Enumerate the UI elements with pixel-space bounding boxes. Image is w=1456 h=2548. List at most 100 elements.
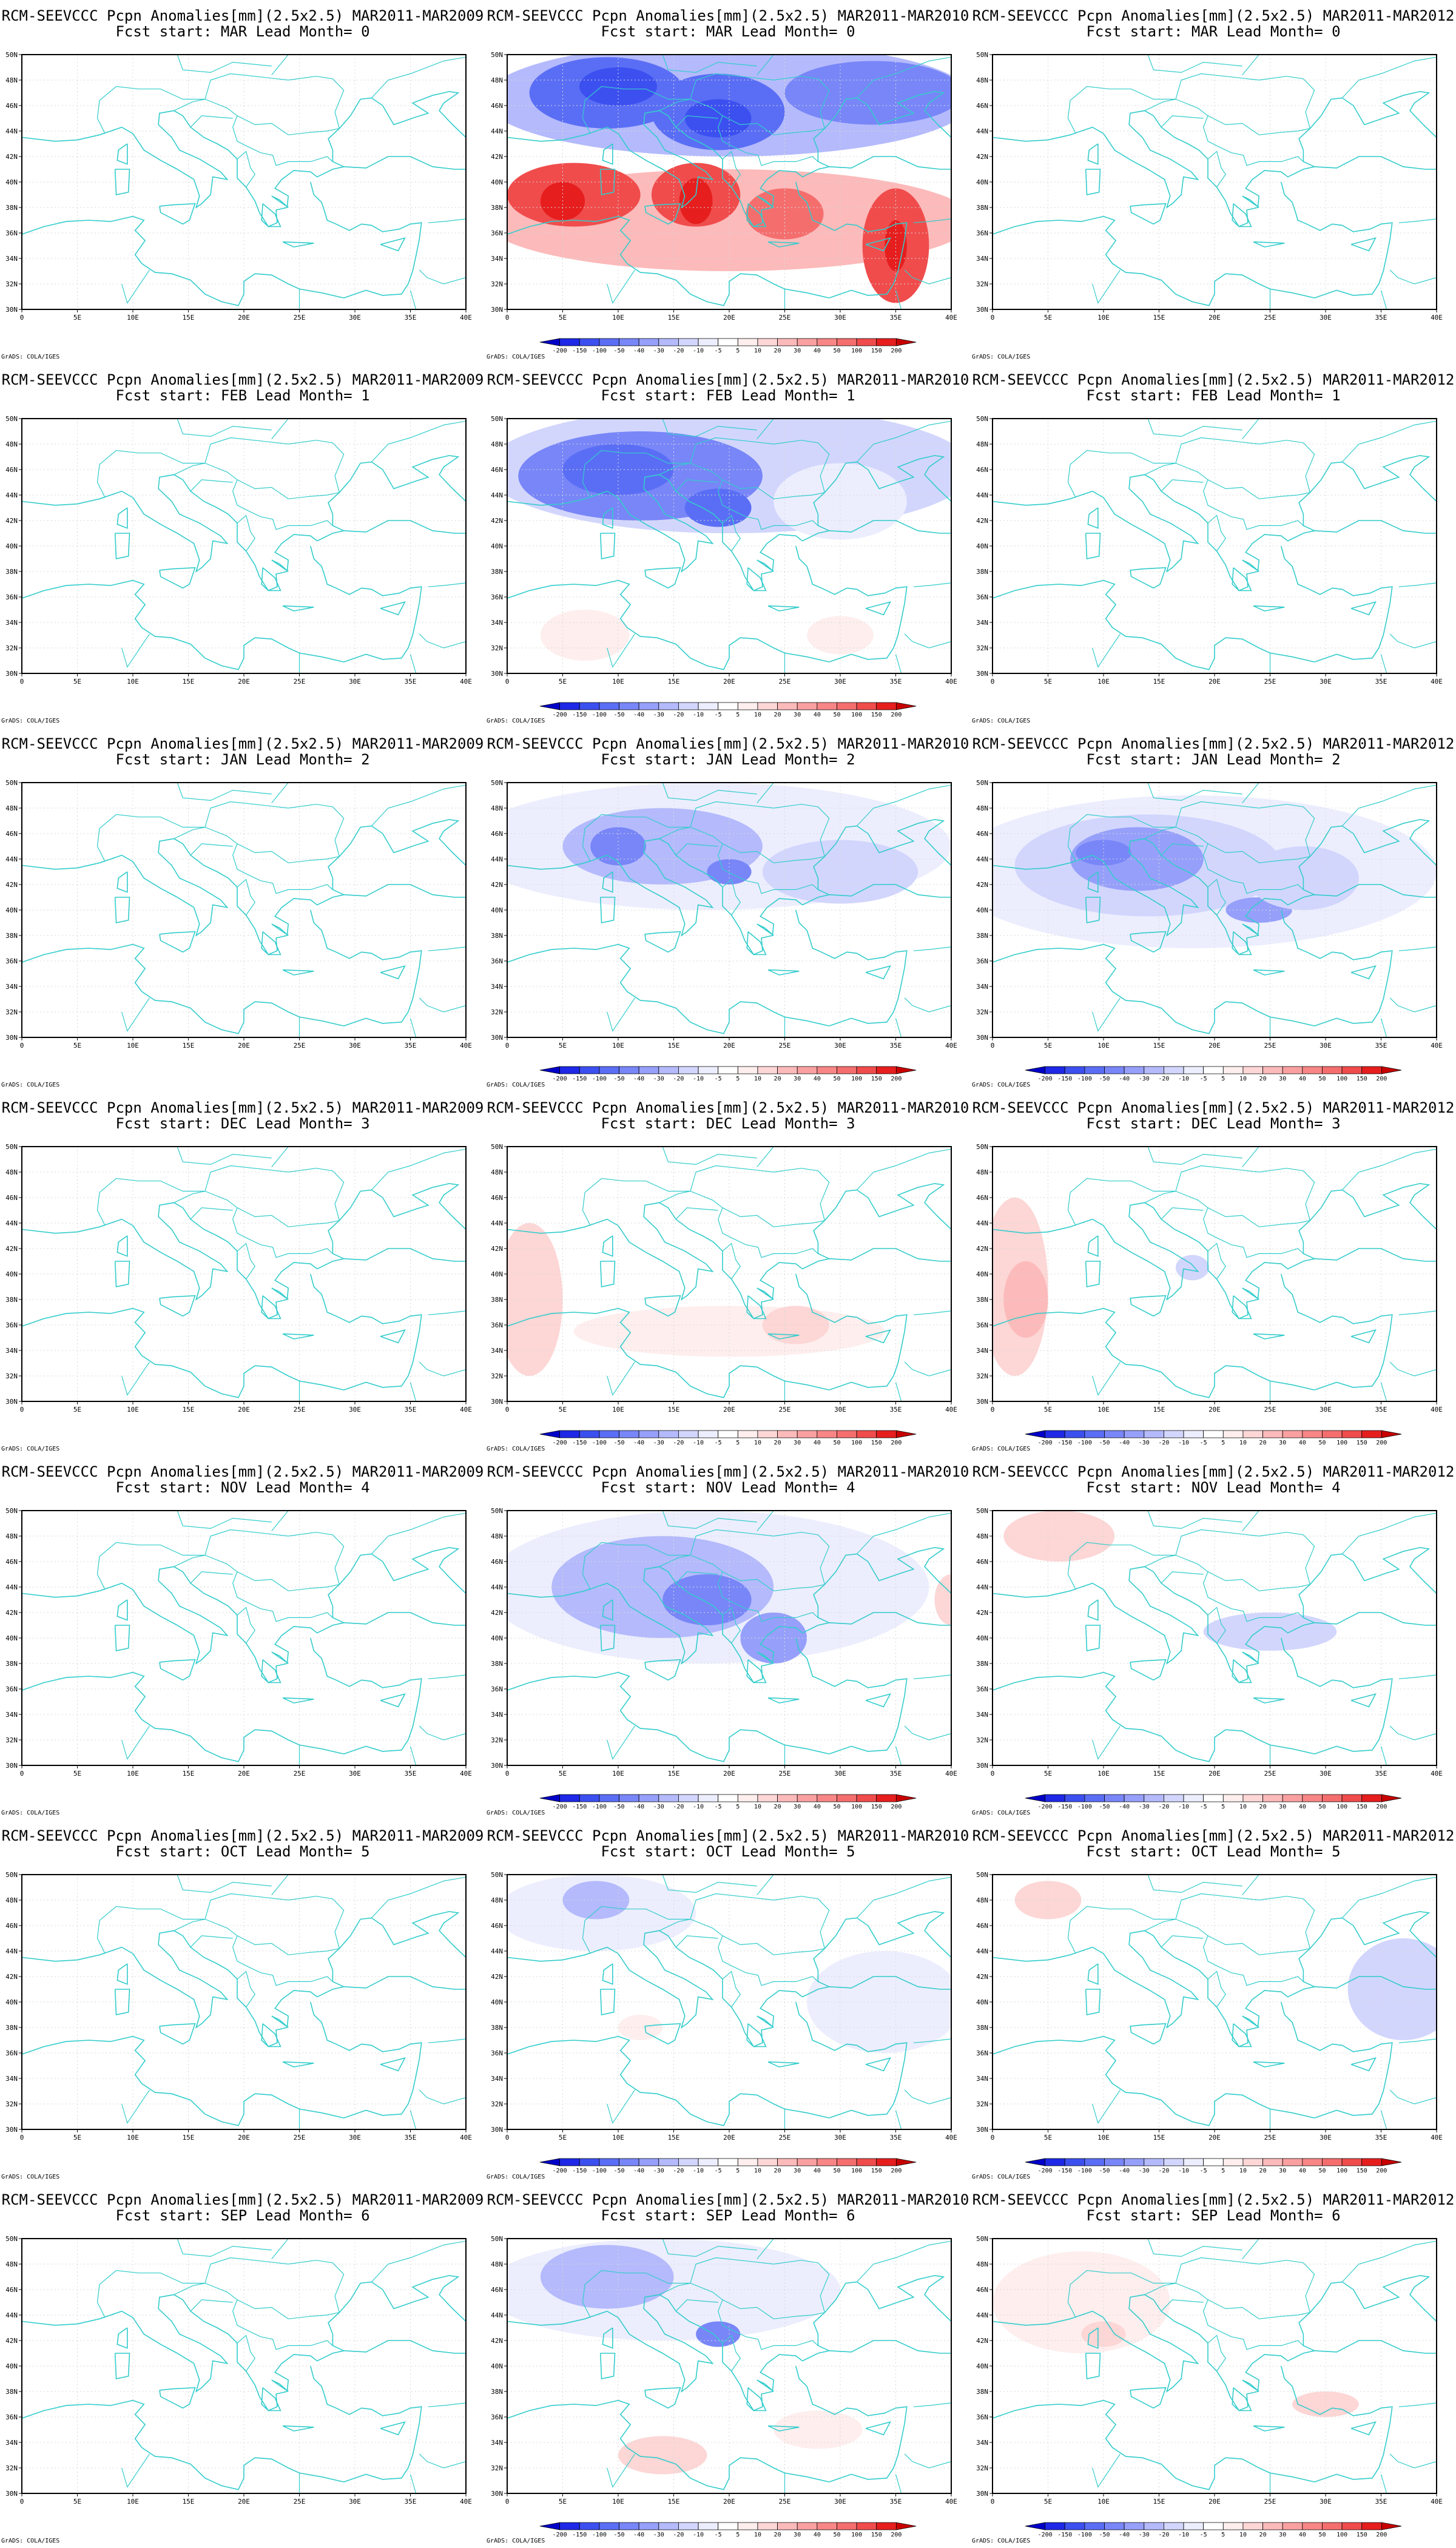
colorbar-segment: [797, 2158, 818, 2166]
coastline: [1242, 923, 1259, 936]
border-line: [204, 462, 333, 530]
x-tick-label: 10E: [1097, 1406, 1110, 1414]
colorbar-label: -40: [633, 1440, 644, 1446]
colorbar-segment: [837, 2158, 857, 2166]
border-line: [582, 73, 830, 134]
colorbar-label: -5: [715, 1076, 722, 1082]
panel-subtitle: Fcst start: JAN Lead Month= 2: [601, 751, 855, 768]
y-tick-label: 44N: [5, 855, 18, 863]
y-tick-label: 34N: [976, 2439, 988, 2447]
x-tick-label: 10E: [1097, 314, 1110, 322]
x-tick-label: 35E: [890, 2134, 902, 2142]
border-line: [1067, 1529, 1315, 1590]
border-line: [582, 1893, 830, 1954]
colorbar-segment: [1084, 2522, 1105, 2530]
colorbar-segment: [599, 702, 619, 710]
colorbar-segment: [619, 2522, 639, 2530]
x-tick-label: 25E: [1264, 2134, 1276, 2142]
coastline: [1087, 2327, 1099, 2349]
border-line: [895, 654, 902, 673]
y-tick-label: 46N: [976, 830, 988, 838]
coastline: [1130, 2023, 1167, 2045]
grads-credit: GrADS: COLA/IGES: [1, 2538, 60, 2544]
border-line: [659, 1554, 691, 1567]
border-line: [1389, 2089, 1437, 2105]
coastline: [1281, 181, 1393, 298]
coastline: [507, 579, 829, 670]
y-tick-label: 38N: [976, 932, 988, 940]
y-tick-label: 46N: [491, 830, 503, 838]
x-tick-label: 40E: [1431, 1770, 1443, 1778]
coastline: [1242, 2379, 1259, 2392]
coastline: [813, 1911, 951, 1987]
anomaly-patch: [618, 2015, 663, 2040]
border-line: [1380, 654, 1387, 673]
colorbar-segment: [559, 2158, 580, 2166]
y-tick-label: 48N: [5, 1532, 18, 1540]
colorbar-segment: [817, 2158, 837, 2166]
colorbar: -200 -150 -100 -50 -40 -30 -20 -10 -5 5 10 20 30 40 50…: [539, 2158, 917, 2174]
border-line: [757, 1875, 796, 1895]
colorbar-label: -150: [572, 2168, 587, 2174]
x-tick-label: 10E: [612, 678, 624, 686]
colorbar-segment: [698, 2158, 719, 2166]
colorbar-segment: [579, 338, 600, 346]
colorbar-segment: [777, 338, 798, 346]
y-tick-label: 36N: [5, 1685, 18, 1693]
y-tick-label: 36N: [5, 229, 18, 237]
panel-subtitle: Fcst start: NOV Lead Month= 4: [601, 1479, 855, 1496]
colorbar-label: 40: [1299, 1804, 1306, 1810]
y-tick-label: 42N: [491, 2337, 503, 2345]
border-line: [271, 2239, 311, 2259]
x-tick-label: 40E: [945, 2498, 957, 2506]
coastline-layer: [507, 419, 951, 673]
colorbar-segment: [1124, 2158, 1145, 2166]
colorbar-label: -10: [693, 712, 704, 718]
x-tick-label: 30E: [349, 2134, 361, 2142]
y-tick-label: 42N: [491, 1609, 503, 1617]
colorbar-segment: [638, 2158, 659, 2166]
y-tick-label: 48N: [491, 1168, 503, 1176]
coastline: [865, 1693, 891, 1708]
colorbar-label: -50: [613, 1804, 624, 1810]
border-line: [1207, 1606, 1227, 1643]
panel-title: RCM-SEEVCCC Pcpn Anomalies[mm](2.5x2.5) …: [972, 7, 1455, 24]
colorbar-label: -30: [653, 348, 664, 354]
y-tick-label: 44N: [5, 127, 18, 135]
y-tick-label: 36N: [491, 2049, 503, 2057]
colorbar-segment: [1341, 1794, 1363, 1802]
border-line: [582, 1165, 830, 1226]
anomaly-patch: [873, 1159, 951, 1210]
border-line: [659, 2282, 691, 2295]
y-tick-label: 42N: [976, 1609, 988, 1617]
colorbar: -200 -150 -100 -50 -40 -30 -20 -10 -5 5 10 20 30 40 50…: [539, 338, 917, 354]
y-tick-label: 50N: [491, 415, 503, 423]
y-tick-label: 50N: [976, 1871, 988, 1879]
coastline: [602, 1963, 613, 1985]
colorbar-segment: [856, 338, 877, 346]
colorbar-segment: [1242, 2522, 1263, 2530]
colorbar-label: 5: [736, 2168, 740, 2174]
border-line: [177, 783, 272, 801]
border-line: [675, 1571, 718, 1584]
colorbar-segment: [1262, 1794, 1283, 1802]
border-line: [662, 419, 757, 437]
coastline: [644, 1295, 681, 1317]
y-tick-label: 46N: [976, 466, 988, 474]
border-line: [857, 2240, 951, 2282]
coastline: [261, 1295, 281, 1320]
y-tick-label: 48N: [976, 1168, 988, 1176]
border-line: [857, 1876, 951, 1918]
border-line: [913, 946, 951, 951]
panel-subtitle: Fcst start: FEB Lead Month= 1: [601, 387, 855, 404]
map-svg: 0 5E 10E 15E 20E 25E 30E 35E 40E30N32N34N36N38N4…: [5, 51, 472, 322]
coastline: [795, 1637, 908, 1754]
border-line: [237, 1207, 340, 1227]
coastline: [1298, 1911, 1437, 1987]
border-line: [662, 2239, 757, 2257]
panel-title: RCM-SEEVCCC Pcpn Anomalies[mm](2.5x2.5) …: [972, 371, 1455, 388]
y-tick-label: 46N: [491, 1194, 503, 1202]
coastline: [993, 1930, 1437, 2048]
coastline: [757, 195, 774, 208]
map-svg: 0 5E 10E 15E 20E 25E 30E 35E 40E30N32N34N36N38N4…: [491, 1871, 957, 2174]
